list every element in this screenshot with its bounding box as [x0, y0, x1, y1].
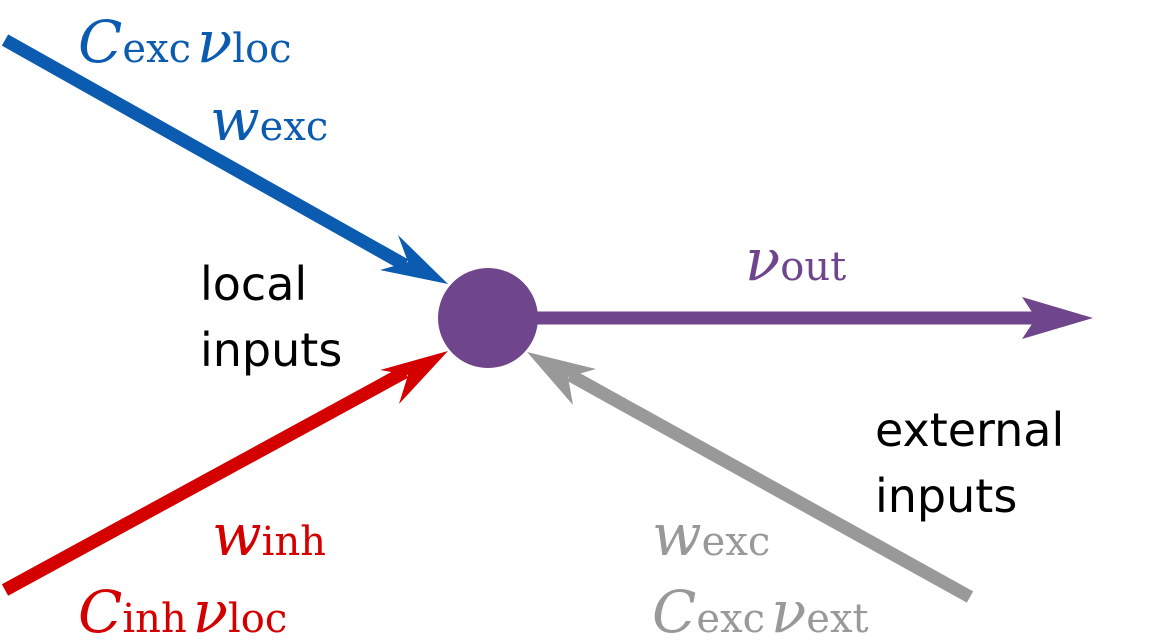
external-input-arrow	[527, 352, 974, 603]
neuron-node	[438, 268, 538, 368]
inhibitory-local-arrow	[1, 351, 448, 596]
excitatory-local-weight-label: wexc	[210, 86, 328, 154]
external-count-rate-label: Cexc νext	[652, 578, 869, 641]
inhibitory-local-weight-label: winh	[212, 501, 326, 569]
excitatory-local-arrow	[1, 34, 448, 284]
local-inputs-label: local inputs	[200, 257, 342, 377]
external-inputs-label: external inputs	[875, 403, 1079, 523]
inhibitory-local-count-rate-label: Cinh νloc	[78, 578, 287, 641]
external-weight-label: wexc	[652, 501, 770, 569]
output-rate-label: νout	[745, 226, 846, 294]
excitatory-local-count-rate-label: Cexc νloc	[78, 8, 292, 76]
output-arrow	[530, 297, 1093, 339]
